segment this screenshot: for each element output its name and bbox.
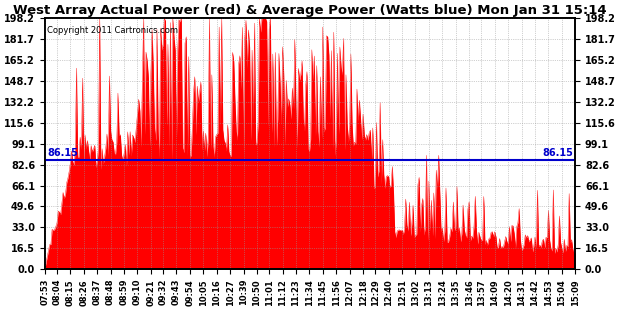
Text: Copyright 2011 Cartronics.com: Copyright 2011 Cartronics.com <box>47 26 179 35</box>
Text: 86.15: 86.15 <box>542 148 573 158</box>
Text: 86.15: 86.15 <box>47 148 78 158</box>
Title: West Array Actual Power (red) & Average Power (Watts blue) Mon Jan 31 15:14: West Array Actual Power (red) & Average … <box>13 4 607 17</box>
